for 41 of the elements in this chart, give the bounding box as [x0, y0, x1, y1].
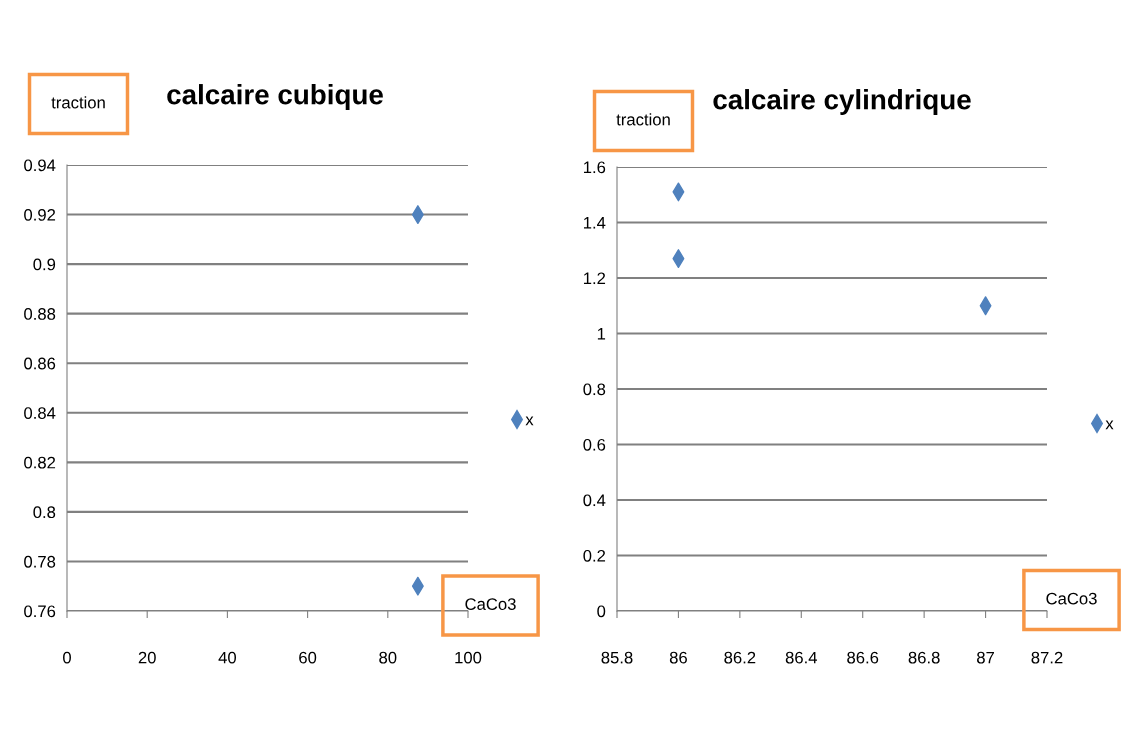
- y-tick-label: 0.78: [24, 555, 56, 568]
- chart-title: calcaire cubique: [167, 84, 383, 110]
- y-tick-label: 0.88: [24, 308, 56, 320]
- y-tick-label: 0.4: [583, 494, 606, 507]
- y-tick-label: 0.8: [583, 383, 606, 396]
- x-axis-title: CaCo3: [1046, 592, 1097, 605]
- x-tick-label: 60: [299, 651, 317, 664]
- x-tick-label: 86.4: [785, 651, 818, 664]
- y-tick-label: 0.2: [583, 549, 606, 562]
- x-tick-label: 87.2: [1031, 651, 1063, 664]
- y-axis-title: traction: [616, 113, 670, 126]
- y-tick-label: 0.94: [24, 159, 56, 172]
- x-tick-label: 40: [218, 651, 237, 664]
- y-tick-label: 0.9: [33, 258, 56, 271]
- x-tick-label: 20: [138, 651, 156, 664]
- x-tick-label: 86.6: [847, 651, 879, 664]
- y-tick-label: 0.92: [24, 208, 56, 221]
- y-tick-label: 0: [597, 605, 606, 618]
- legend-label: x: [1105, 420, 1114, 430]
- y-tick-label: 0.82: [24, 456, 56, 469]
- y-tick-label: 0.8: [33, 506, 56, 519]
- y-tick-label: 0.86: [24, 357, 56, 370]
- x-tick-label: 0: [63, 651, 71, 664]
- y-tick-label: 0.76: [24, 605, 56, 618]
- legend-label: x: [525, 416, 534, 426]
- y-axis-title: traction: [51, 96, 105, 109]
- x-tick-label: 85.8: [601, 651, 633, 664]
- y-tick-label: 1: [597, 328, 606, 340]
- y-tick-label: 0.6: [583, 438, 606, 451]
- chart-title: calcaire cylindrique: [713, 89, 971, 115]
- x-tick-label: 87: [977, 651, 994, 664]
- x-tick-label: 86.2: [724, 651, 756, 664]
- x-tick-label: 80: [379, 651, 397, 664]
- x-tick-label: 86.8: [908, 651, 940, 664]
- y-tick-label: 1.4: [583, 217, 606, 229]
- x-axis-title: CaCo3: [465, 598, 516, 610]
- x-tick-label: 100: [455, 651, 482, 664]
- x-tick-label: 86: [669, 651, 687, 664]
- y-tick-label: 1.2: [583, 272, 606, 285]
- y-tick-label: 0.84: [24, 407, 56, 419]
- y-tick-label: 1.6: [583, 161, 606, 174]
